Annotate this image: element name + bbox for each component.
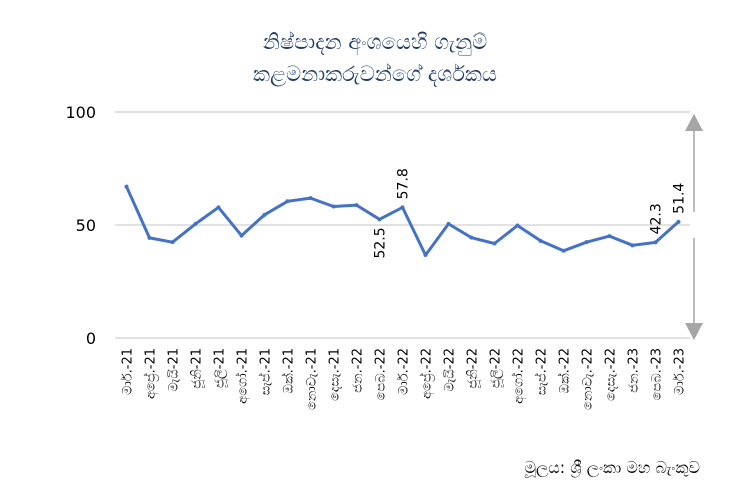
- data-point: [147, 235, 152, 240]
- x-tick-label: ජන.-22: [351, 348, 366, 393]
- data-label: 57.8: [396, 168, 412, 199]
- chart-title-line-1: නිෂ්පාදන අංශයෙහි ගැනුම්: [262, 30, 488, 54]
- data-point: [285, 199, 290, 204]
- data-point: [331, 204, 336, 209]
- data-point: [354, 203, 359, 208]
- data-point: [469, 235, 474, 240]
- x-tick-label: සැප්.-22: [533, 348, 549, 395]
- x-tick-label: ජන.-23: [627, 348, 642, 393]
- arrow-down-head: [685, 323, 703, 340]
- data-label: 52.5: [373, 227, 389, 258]
- data-point: [561, 248, 566, 253]
- data-point: [423, 253, 428, 258]
- x-tick-label: ජූලි-21: [213, 348, 228, 388]
- x-tick-label: පෙබ.-23: [650, 348, 665, 400]
- data-point: [124, 184, 129, 189]
- data-point: [193, 221, 198, 226]
- data-point: [584, 240, 589, 245]
- data-point: [216, 205, 221, 210]
- data-point: [446, 221, 451, 226]
- y-tick-label-50: 50: [76, 216, 96, 235]
- x-tick-label: ජූලි-22: [489, 348, 504, 388]
- data-point: [262, 212, 267, 217]
- data-point: [630, 243, 635, 248]
- x-tick-label: මාර්.-23: [672, 348, 688, 395]
- x-tick-label: නොවැ.-21: [305, 348, 320, 410]
- data-label: 42.3: [649, 203, 665, 234]
- data-point: [308, 196, 313, 201]
- x-tick-label: අප්‍රේ.-22: [418, 348, 434, 399]
- data-point: [607, 234, 612, 239]
- x-tick-label: අප්‍රේ.-21: [142, 348, 158, 399]
- x-tick-label: මැයි-21: [166, 348, 181, 392]
- data-point: [239, 233, 244, 238]
- chart-title-line-2: කළමනාකරුවන්ගේ දර්ශකය: [252, 62, 498, 86]
- data-point: [676, 219, 681, 224]
- data-point: [400, 205, 405, 210]
- source-note: මූලය: ශ්‍රී ලංකා මහ බැංකුව: [524, 458, 700, 477]
- x-tick-label: අගෝ.-22: [511, 348, 527, 404]
- x-tick-label: සැප්.-21: [257, 348, 273, 395]
- x-tick-label: ජූනි-22: [466, 348, 481, 389]
- y-tick-label-100: 100: [65, 103, 96, 122]
- data-label: 51.4: [672, 183, 688, 214]
- x-tick-label: මාර්.-21: [120, 348, 136, 395]
- data-point: [653, 240, 658, 245]
- x-tick-label: පෙබ.-22: [374, 348, 389, 400]
- arrow-up-head: [685, 114, 703, 131]
- y-tick-label-0: 0: [86, 329, 96, 348]
- x-tick-label: දෙසැ.-22: [604, 348, 619, 401]
- x-tick-label: ඔක්.-22: [556, 348, 572, 394]
- data-point: [538, 238, 543, 243]
- x-tick-label: අගෝ.-21: [235, 348, 251, 404]
- data-point: [492, 241, 497, 246]
- x-tick-label: ඔක්.-21: [280, 348, 296, 394]
- x-tick-label: ජූනි-21: [190, 348, 205, 389]
- x-tick-label: මැයි-22: [442, 348, 457, 392]
- x-tick-label: මාර්.-22: [396, 348, 412, 395]
- data-point: [377, 217, 382, 222]
- data-point: [515, 223, 520, 228]
- x-tick-label: දෙසැ.-21: [328, 348, 343, 401]
- data-point: [170, 240, 175, 245]
- x-tick-label: නොවැ.-22: [581, 348, 596, 410]
